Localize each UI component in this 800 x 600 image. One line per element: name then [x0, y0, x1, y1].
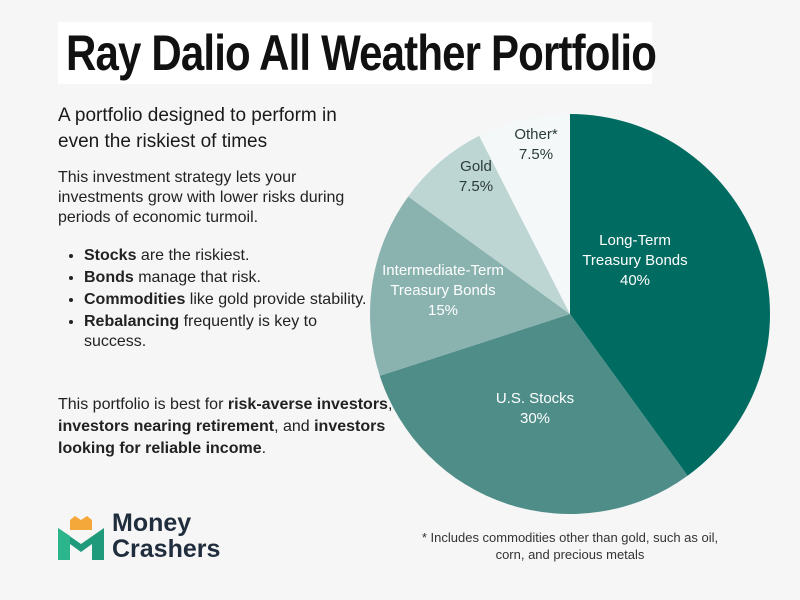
slice-label-line: 7.5%	[519, 146, 553, 163]
bullet-text: frequently is key to success.	[84, 313, 317, 350]
slice-label: U.S. Stocks 30%	[496, 390, 574, 427]
slice-label-line: 7.5%	[459, 178, 493, 195]
slice-label-line: Treasury Bonds	[390, 282, 495, 299]
slice-label-line: Long-Term	[599, 232, 671, 249]
key-points-list: Stocks are the riskiest. Bonds manage th…	[60, 246, 374, 354]
list-item: Bonds manage that risk.	[84, 268, 374, 288]
logo-line: Crashers	[112, 535, 221, 563]
slice-label-line: Other*	[514, 126, 558, 143]
list-item: Rebalancing frequently is key to success…	[84, 312, 374, 352]
pie-slice-u-s-stocks	[379, 314, 688, 514]
bold-text: investors nearing retirement	[58, 418, 275, 435]
slice-label-line: Treasury Bonds	[582, 252, 687, 269]
slice-label: Long-Term Treasury Bonds 40%	[582, 232, 687, 289]
list-item: Commodities like gold provide stability.	[84, 290, 374, 310]
bullet-text: are the riskiest.	[136, 247, 250, 264]
logo-line: Money	[112, 509, 192, 537]
bullet-text: manage that risk.	[133, 269, 261, 286]
list-item: Stocks are the riskiest.	[84, 246, 374, 266]
pie-slice-intermediate-term-treasury-bonds	[370, 196, 570, 376]
page-title: Ray Dalio All Weather Portfolio	[66, 25, 657, 81]
slice-label-line: Gold	[460, 158, 492, 175]
bullet-text: like gold provide stability.	[185, 291, 367, 308]
slice-label-line: U.S. Stocks	[496, 390, 574, 407]
bullet-keyword: Bonds	[84, 269, 134, 286]
logo-icon	[58, 516, 104, 560]
text: , and	[274, 418, 315, 435]
bullet-keyword: Rebalancing	[84, 313, 180, 330]
intro-text: This investment strategy lets your inves…	[58, 169, 345, 226]
text: .	[261, 440, 267, 457]
text: This portfolio is best for	[58, 396, 228, 413]
audience-text: This portfolio is best for risk-averse i…	[58, 394, 408, 460]
slice-label-line: 40%	[620, 272, 650, 289]
pie-slice-other	[479, 114, 570, 314]
footnote: * Includes commodities other than gold, …	[421, 530, 719, 562]
pie-slice-long-term-treasury-bonds	[570, 114, 770, 476]
bullet-keyword: Stocks	[84, 247, 137, 264]
title-background	[58, 22, 652, 84]
slice-label-line: 15%	[428, 302, 458, 319]
slice-label: Intermediate-Term Treasury Bonds 15%	[382, 262, 504, 319]
bold-text: investors looking for reliable income	[58, 418, 386, 457]
logo-wordmark: Money Crashers	[112, 510, 220, 562]
slice-label-line: 30%	[520, 410, 550, 427]
slice-label: Gold 7.5%	[459, 158, 493, 195]
bullet-keyword: Commodities	[84, 291, 186, 308]
text: ,	[387, 396, 393, 413]
subtitle: A portfolio designed to perform in even …	[58, 105, 337, 152]
slice-label-line: Intermediate-Term	[382, 262, 504, 279]
slice-label: Other* 7.5%	[514, 126, 558, 163]
pie-slice-gold	[408, 135, 570, 314]
bold-text: risk-averse investors	[227, 396, 388, 413]
